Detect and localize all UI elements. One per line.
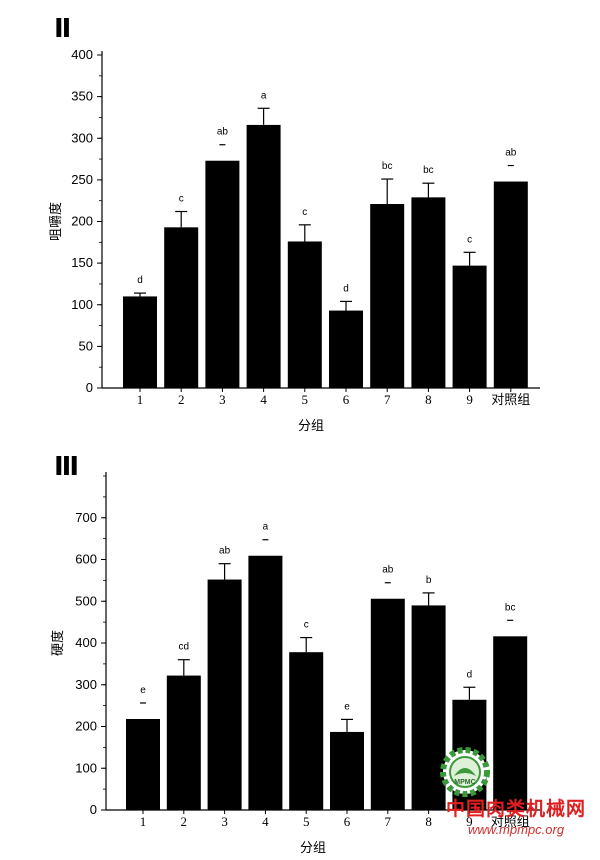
- panel-2-x-axis-title: 分组: [300, 841, 326, 856]
- panel-1-y-tick-label: 350: [71, 89, 93, 104]
- watermark: MPMC 中国肉类机械网 www.mpmpc.org: [428, 742, 585, 852]
- panel-label-ii: II: [54, 14, 71, 44]
- panel-1-significance-label-2: c: [179, 194, 184, 205]
- panel-2-x-tick-label: 1: [140, 814, 147, 829]
- panel-2-significance-label-2: cd: [179, 642, 190, 653]
- panel-2-y-tick-label: 500: [75, 593, 97, 608]
- panel-2-y-tick-label: 300: [75, 677, 97, 692]
- panel-1-bar-6: [329, 310, 363, 388]
- panel-1-significance-label-6: d: [343, 283, 349, 294]
- panel-1-y-tick-label: 250: [71, 172, 93, 187]
- panel-2-significance-label-1: e: [140, 685, 146, 696]
- panel-1-x-axis-title: 分组: [298, 419, 324, 434]
- panel-2-x-tick-label: 8: [425, 814, 432, 829]
- panel-1-x-tick-label: 对照组: [491, 392, 530, 407]
- panel-1-significance-label-3: ab: [217, 127, 229, 138]
- panel-2-x-tick-label: 对照组: [491, 814, 530, 829]
- panel-2-x-tick-label: 9: [466, 814, 473, 829]
- panel-2-x-tick-label: 2: [181, 814, 188, 829]
- panel-label-iii: III: [54, 452, 79, 482]
- panel-2-bar-3: [207, 579, 242, 810]
- panel-1-y-tick-label: 50: [79, 338, 93, 353]
- panel-1-x-tick-label: 5: [302, 392, 309, 407]
- panel-2-y-tick-label: 200: [75, 719, 97, 734]
- panel-1-bar-1: [123, 296, 157, 388]
- panel-1-bar-8: [411, 197, 446, 388]
- panel-2-bar-1: [126, 718, 160, 810]
- panel-2-x-tick-label: 7: [385, 814, 392, 829]
- panel-1-y-tick-label: 150: [71, 255, 93, 270]
- panel-1-significance-label-4: a: [261, 90, 267, 101]
- panel-2-x-tick-label: 3: [221, 814, 228, 829]
- panel-1-bar-2: [164, 227, 199, 388]
- panel-1-y-tick-label: 400: [71, 47, 93, 62]
- panel-2-y-tick-label: 100: [75, 760, 97, 775]
- panel-1-x-tick-label: 7: [384, 392, 391, 407]
- panel-1-bar-3: [205, 160, 240, 388]
- panel-2-bar-6: [330, 731, 364, 810]
- panel-2-x-tick-label: 6: [344, 814, 351, 829]
- panel-1-bar-5: [287, 241, 322, 388]
- panel-1-significance-label-5: c: [302, 207, 307, 218]
- panel-2-bar-7: [370, 598, 405, 810]
- panel-1-y-tick-label: 300: [71, 130, 93, 145]
- panel-2-bar-5: [289, 652, 324, 810]
- panel-2-significance-label-6: e: [344, 701, 350, 712]
- panel-1-x-tick-label: 4: [260, 392, 267, 407]
- panel-2-significance-label-8: b: [426, 575, 432, 586]
- panel-1-significance-label-9: c: [467, 234, 472, 245]
- panel-1-y-tick-label: 100: [71, 297, 93, 312]
- panel-1-bar-9: [452, 265, 487, 388]
- panel-1-bar-7: [370, 204, 405, 388]
- panel-2-bar-4: [248, 555, 283, 810]
- panel-1-y-tick-label: 200: [71, 214, 93, 229]
- panel-1-bar-4: [246, 124, 281, 389]
- panel-2-significance-label-5: c: [304, 620, 309, 631]
- watermark-url: www.mpmpc.org: [468, 822, 565, 837]
- panel-2-x-tick-label: 4: [262, 814, 269, 829]
- panel-2-y-tick-label: 700: [75, 510, 97, 525]
- panel-1-x-tick-label: 2: [178, 392, 185, 407]
- panel-1-bar-10: [493, 181, 528, 388]
- panel-1-significance-label-10: ab: [505, 148, 517, 159]
- panel-2-y-tick-label: 400: [75, 635, 97, 650]
- panel-2-y-tick-label: 0: [90, 802, 97, 817]
- panel-1-y-axis-title: 咀嚼度: [48, 202, 64, 241]
- logo-text: MPMC: [454, 779, 475, 786]
- gear-logo-icon: MPMC: [440, 747, 490, 797]
- panel-2-significance-label-10: bc: [505, 602, 516, 613]
- panel-2-y-axis-title: 硬度: [50, 630, 66, 656]
- panel-1-significance-label-8: bc: [423, 165, 434, 176]
- panel-1-x-tick-label: 3: [219, 392, 226, 407]
- panel-2-x-tick-label: 5: [303, 814, 310, 829]
- panel-2-bar-2: [166, 675, 201, 810]
- panel-1-significance-label-1: d: [137, 275, 143, 286]
- panel-1-x-tick-label: 6: [343, 392, 350, 407]
- panel-2-bar-8: [411, 605, 446, 810]
- watermark-text: 中国肉类机械网: [446, 798, 587, 820]
- panel-1-x-tick-label: 8: [425, 392, 432, 407]
- panel-2-significance-label-9: d: [467, 669, 473, 680]
- panel-1-y-tick-label: 0: [86, 380, 93, 395]
- panel-2-significance-label-3: ab: [219, 546, 231, 557]
- panel-1-x-tick-label: 9: [466, 392, 473, 407]
- panel-1-x-tick-label: 1: [137, 392, 144, 407]
- panel-1-significance-label-7: bc: [382, 161, 393, 172]
- panel-2-significance-label-7: ab: [382, 565, 394, 576]
- panel-2-y-tick-label: 600: [75, 552, 97, 567]
- panel-2-significance-label-4: a: [263, 522, 269, 533]
- panel-2-bar-10: [493, 636, 528, 810]
